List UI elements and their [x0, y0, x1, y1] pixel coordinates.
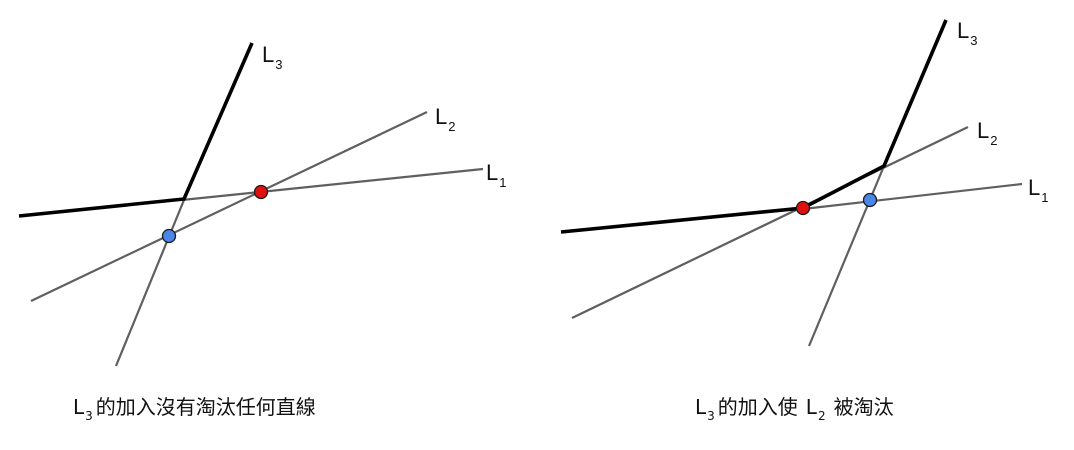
right-panel: L3 L2 L1 L3 的加入使 L2 被淘汰	[560, 18, 1048, 423]
left-line-l3	[114, 199, 186, 367]
right-label-l3: L3	[957, 18, 977, 48]
left-blue-point	[161, 228, 177, 244]
left-label-l2: L2	[435, 104, 455, 134]
left-envelope	[18, 42, 254, 218]
left-label-l1: L1	[486, 160, 506, 190]
left-line-l1	[181, 167, 484, 202]
right-label-l2: L2	[977, 118, 997, 148]
right-caption: L3 的加入使 L2 被淘汰	[695, 395, 894, 423]
left-caption: L3 的加入沒有淘汰任何直線	[73, 395, 316, 423]
right-line-l1	[802, 182, 1023, 211]
right-line-l2	[571, 126, 969, 319]
left-line-l2	[30, 111, 428, 302]
right-red-point	[795, 200, 811, 216]
left-red-point	[253, 184, 269, 200]
right-envelope	[560, 19, 948, 234]
right-blue-point	[862, 192, 878, 208]
left-panel: L3 L2 L1 L3 的加入沒有淘汰任何直線	[18, 42, 506, 423]
right-label-l1: L1	[1028, 175, 1048, 205]
right-line-l3	[807, 165, 886, 347]
left-label-l3: L3	[262, 42, 282, 72]
